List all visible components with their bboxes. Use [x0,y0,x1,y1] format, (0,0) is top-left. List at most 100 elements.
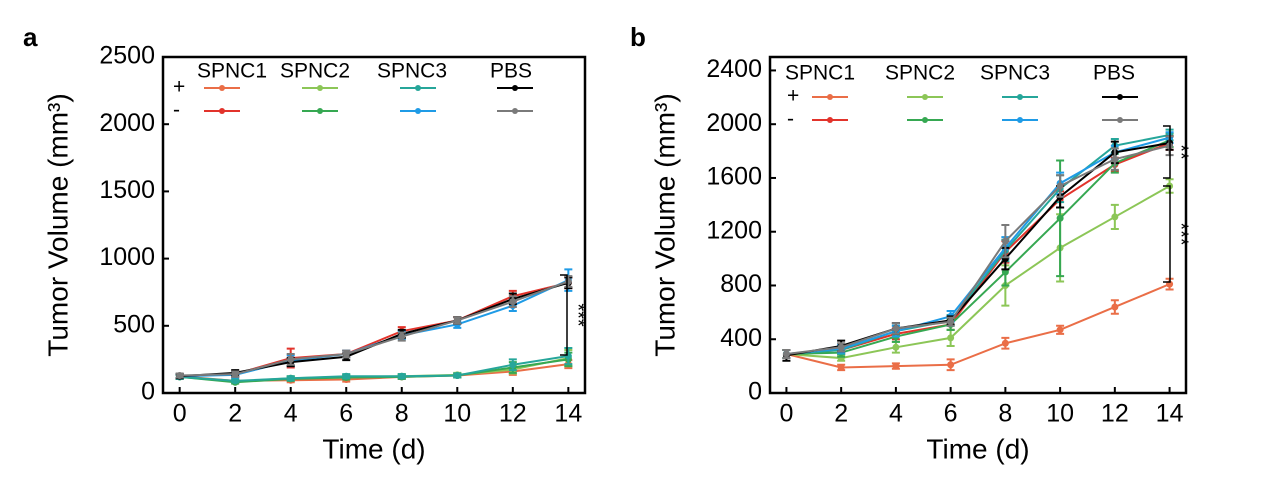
y-tick-label: 2000 [99,109,155,137]
series-line [179,358,569,384]
plot-frame [161,55,587,395]
legend-header: SPNC2 [885,62,955,85]
data-point [1111,303,1119,311]
legend-header: PBS [490,60,532,83]
series-line [786,283,1170,369]
data-point [782,350,790,358]
x-axis-label: Time (d) [926,433,1029,464]
legend-marker [317,85,323,91]
data-point [176,372,184,380]
legend-marker [219,108,225,114]
y-tick-label: 0 [748,378,762,406]
y-axis-label: Tumor Volume (mm³) [649,93,680,356]
data-point [342,350,350,358]
significance-label: *** [1170,222,1192,246]
y-tick-label: 2000 [706,109,762,137]
y-tick-label: 1600 [706,163,762,191]
legend-marker [512,108,518,114]
legend-marker [1117,117,1123,123]
data-point [892,343,900,351]
data-point [837,363,845,371]
significance-bracket [1163,185,1171,283]
y-tick-label: 2500 [99,42,155,70]
data-point [231,370,239,378]
plot-frame [768,55,1188,395]
y-tick-label: 0 [141,378,155,406]
legend-row-label: + [173,76,185,99]
legend-marker [512,85,518,91]
x-tick-label: 10 [443,400,471,428]
y-tick-label: 1500 [99,176,155,204]
legend-marker [415,85,421,91]
legend-marker [1017,94,1023,100]
data-point [1111,155,1119,163]
significance-label: *** [567,303,589,327]
legend-row-label: - [787,108,794,131]
data-point [892,324,900,332]
y-tick-label: 500 [113,310,155,338]
data-point [453,316,461,324]
y-tick-label: 1200 [706,216,762,244]
data-point [1001,237,1009,245]
legend-row-label: + [787,85,799,108]
data-point [947,334,955,342]
x-tick-label: 12 [1101,400,1129,428]
legend-header: SPNC1 [785,62,855,85]
significance-bracket [1163,125,1171,179]
legend-marker [922,117,928,123]
series-line [786,185,1171,360]
legend-marker [922,94,928,100]
series-line [786,144,1170,356]
data-point [398,372,406,380]
legend-header: SPNC3 [980,62,1050,85]
x-tick-label: 4 [889,400,903,428]
data-point [564,277,572,285]
legend-row-label: - [173,99,180,122]
legend-header: SPNC3 [377,60,447,83]
y-axis-label: Tumor Volume (mm³) [42,93,73,356]
series-line [786,142,1170,357]
panel-label: a [23,22,38,52]
x-tick-label: 10 [1046,400,1074,428]
data-point [398,333,406,341]
data-point [287,374,295,382]
data-point [837,343,845,351]
x-tick-label: 8 [395,400,409,428]
x-tick-label: 2 [834,400,848,428]
data-point [564,352,572,360]
data-point [1056,214,1064,222]
x-tick-label: 6 [944,400,958,428]
data-point [1001,339,1009,347]
data-point [342,372,350,380]
data-point [509,298,517,306]
significance-label: ** [1170,144,1192,160]
data-point [231,377,239,385]
y-tick-label: 2400 [706,55,762,83]
data-point [892,362,900,370]
x-tick-label: 12 [499,400,527,428]
legend-marker [1117,94,1123,100]
y-tick-label: 800 [720,270,762,298]
legend-marker [1017,117,1023,123]
data-point [1056,182,1064,190]
data-point [947,318,955,326]
data-point [287,355,295,363]
legend-header: SPNC2 [280,60,350,83]
x-tick-label: 6 [339,400,353,428]
data-point [453,372,461,380]
x-axis-label: Time (d) [322,433,425,464]
legend-marker [317,108,323,114]
series-line [179,280,569,377]
significance-bracket [560,274,568,356]
series-line [786,133,1170,356]
data-point [947,361,955,369]
series-line [179,355,569,382]
x-tick-label: 8 [998,400,1012,428]
panel-label: b [630,22,646,52]
y-tick-label: 1000 [99,243,155,271]
legend-marker [415,108,421,114]
legend-marker [827,117,833,123]
y-tick-label: 400 [720,324,762,352]
